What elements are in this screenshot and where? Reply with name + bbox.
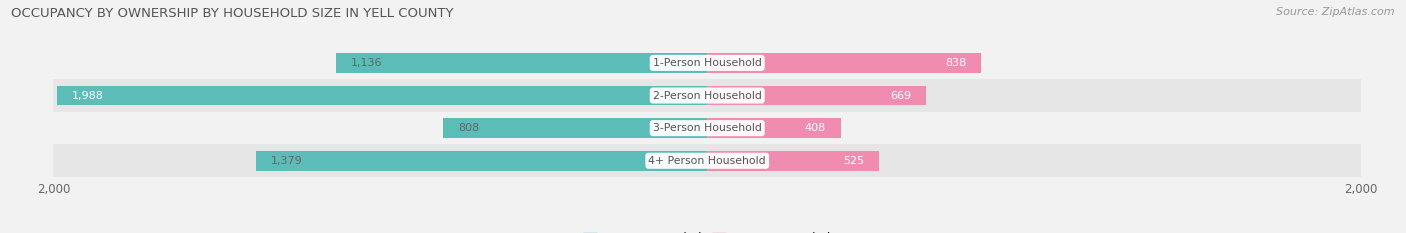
Text: 4+ Person Household: 4+ Person Household (648, 156, 766, 166)
Text: 3-Person Household: 3-Person Household (652, 123, 762, 133)
Bar (707, 118, 841, 138)
Text: 2-Person Household: 2-Person Household (652, 91, 762, 100)
Bar (53, 79, 1361, 112)
Text: 408: 408 (804, 123, 825, 133)
Bar (53, 144, 1361, 177)
Text: 525: 525 (844, 156, 865, 166)
Text: 808: 808 (458, 123, 479, 133)
Bar (53, 47, 1361, 79)
Legend: Owner-occupied, Renter-occupied: Owner-occupied, Renter-occupied (578, 227, 837, 233)
Text: 838: 838 (945, 58, 966, 68)
Bar (58, 86, 707, 105)
Text: 669: 669 (890, 91, 911, 100)
Bar (707, 86, 927, 105)
Bar (443, 118, 707, 138)
Text: 1,988: 1,988 (72, 91, 104, 100)
Bar (256, 151, 707, 171)
Text: 1,379: 1,379 (271, 156, 302, 166)
Text: 1-Person Household: 1-Person Household (652, 58, 762, 68)
Text: 1,136: 1,136 (350, 58, 382, 68)
Bar (336, 53, 707, 73)
Text: OCCUPANCY BY OWNERSHIP BY HOUSEHOLD SIZE IN YELL COUNTY: OCCUPANCY BY OWNERSHIP BY HOUSEHOLD SIZE… (11, 7, 454, 20)
Bar (707, 151, 879, 171)
Text: Source: ZipAtlas.com: Source: ZipAtlas.com (1277, 7, 1395, 17)
Bar (707, 53, 981, 73)
Bar (53, 112, 1361, 144)
